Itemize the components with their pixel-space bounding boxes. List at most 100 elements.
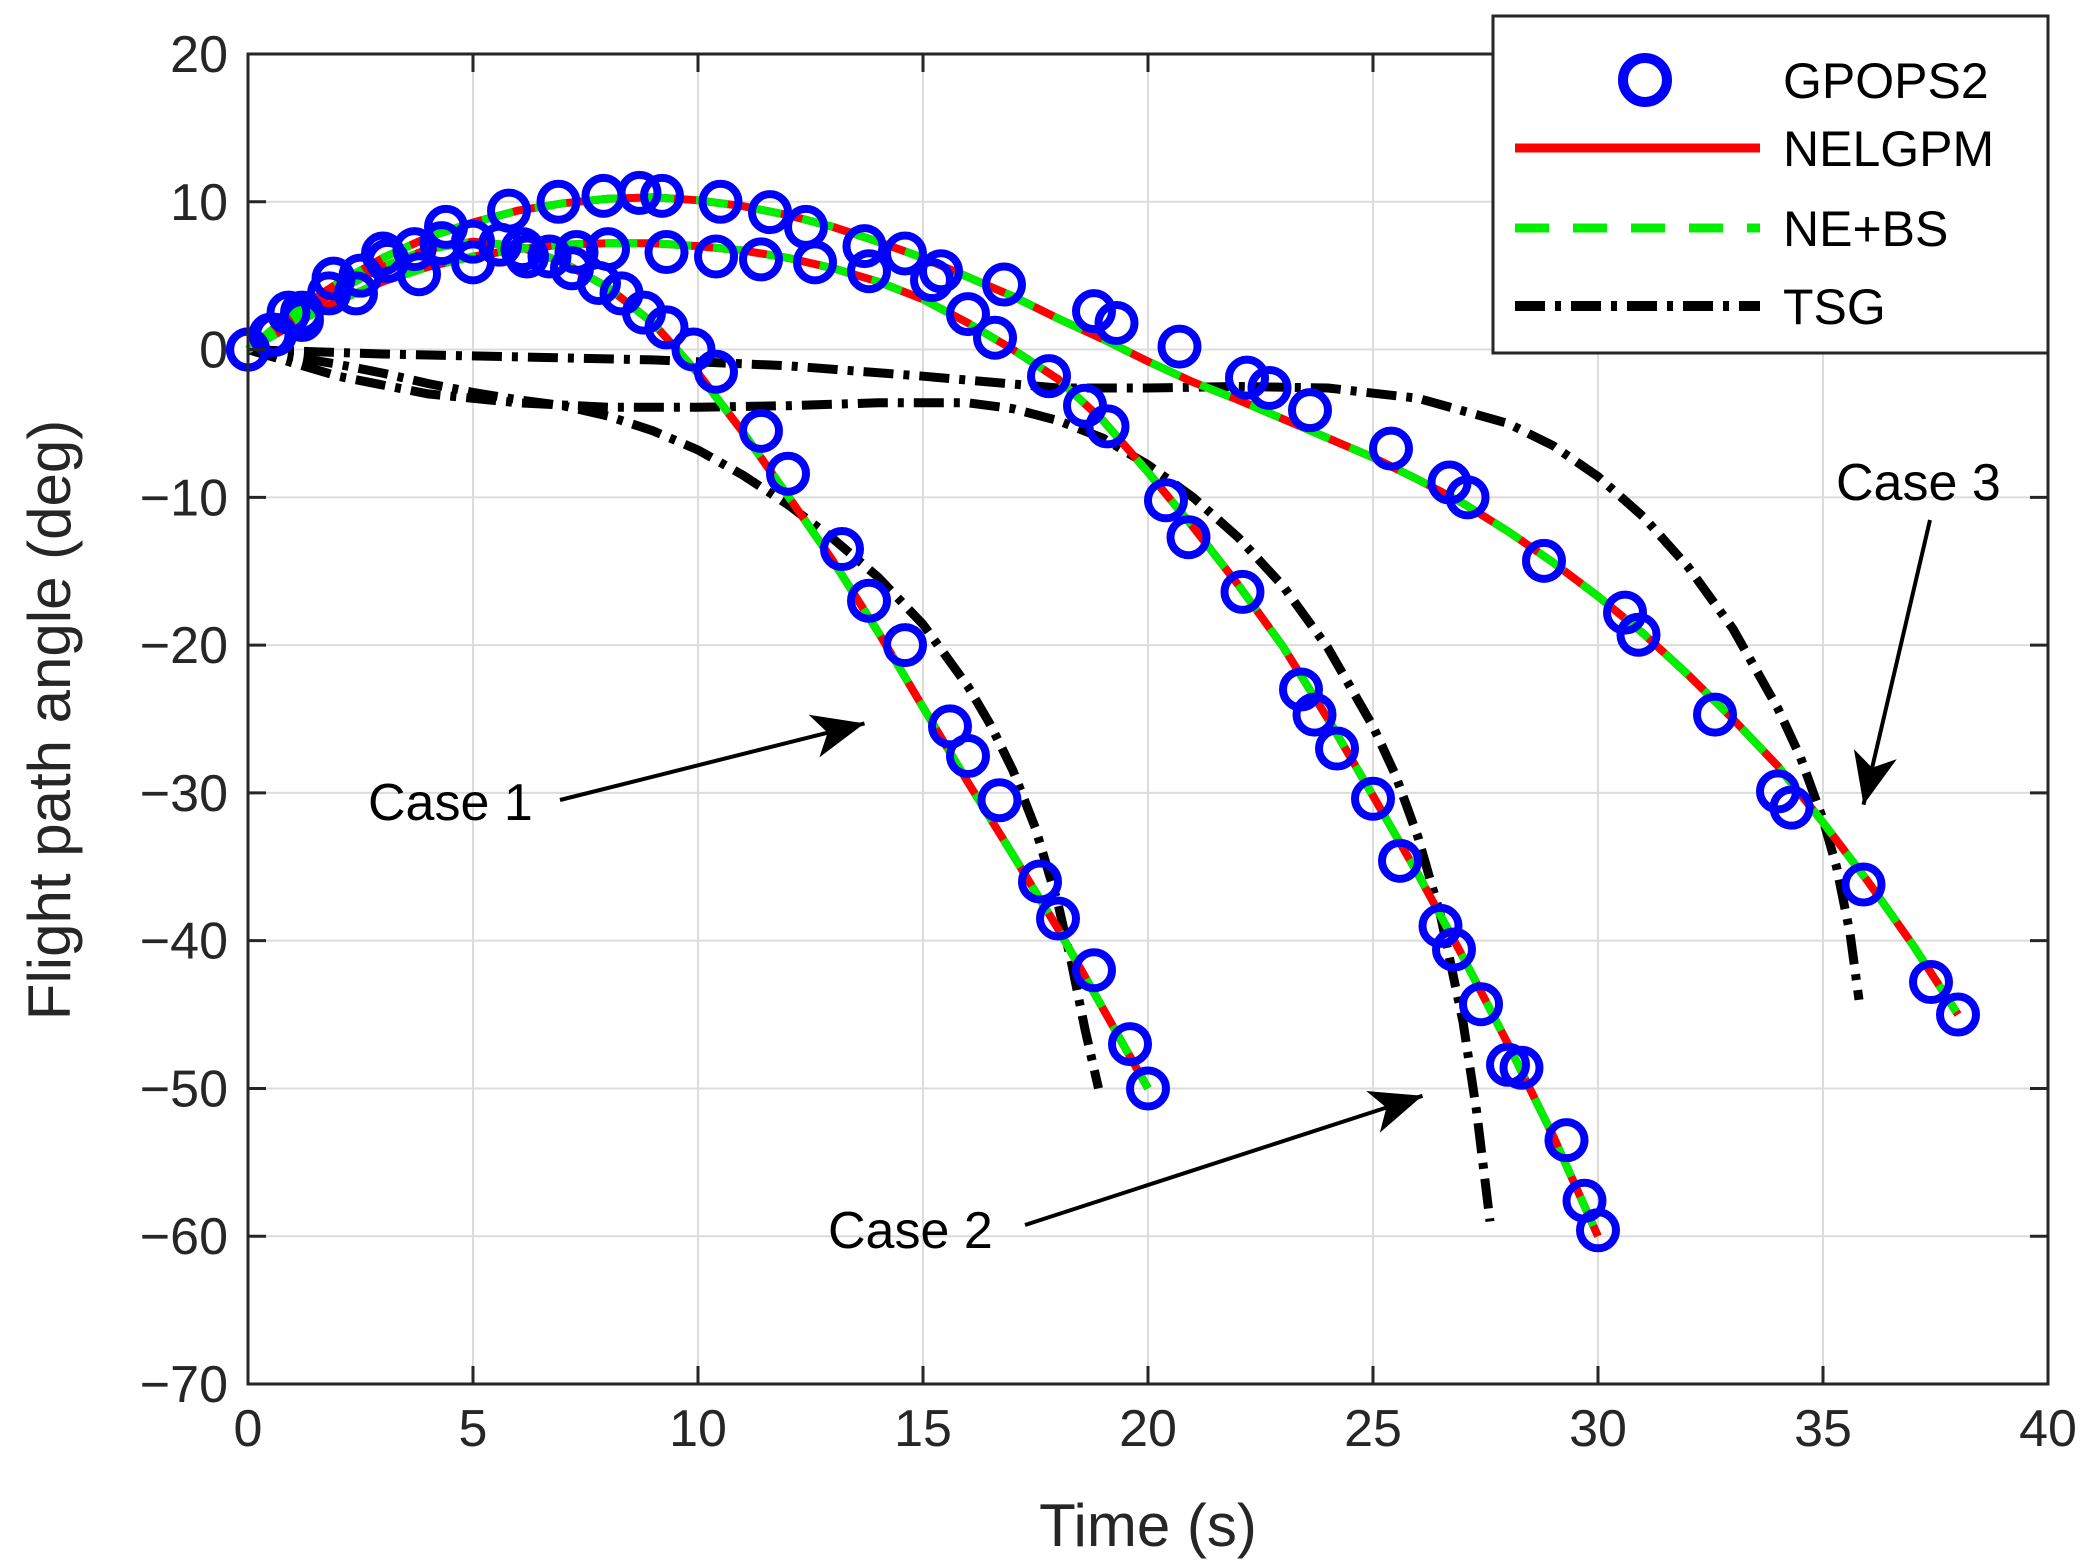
gpops2-point-case3 (536, 179, 581, 224)
gpops2-point-case2 (1499, 1045, 1544, 1090)
gpops2-point-case2 (1292, 692, 1337, 737)
annotation-case3: Case 3 (1836, 454, 2001, 512)
gpops2-point-case3 (311, 256, 356, 301)
tsg-line-case2 (246, 345, 1495, 1222)
annotations: Case 1 Case 2 Case 3 (368, 454, 2001, 1260)
gpops2-point-case1 (527, 234, 572, 279)
gpops2-point-case2 (1144, 478, 1188, 523)
gpops2-point-case3 (1072, 289, 1116, 334)
y-tick-label: −60 (140, 1208, 228, 1266)
x-axis-title: Time (s) (1039, 1492, 1257, 1559)
gpops2-point-case3 (982, 262, 1026, 307)
x-tick-label: 25 (1344, 1400, 1402, 1458)
x-tick-label: 15 (894, 1400, 952, 1458)
gpops2-point-case1 (1018, 859, 1062, 904)
gpops2-point-case3 (1094, 300, 1139, 345)
gpops2-point-case1 (1036, 896, 1080, 941)
x-tick-label: 20 (1119, 1400, 1177, 1458)
gpops2-point-case2 (554, 230, 599, 275)
gpops2-point-case2 (1544, 1118, 1589, 1163)
gpops2-point-case3 (1522, 538, 1566, 583)
gpops2-point-case2 (1378, 838, 1422, 883)
gpops2-point-case3 (361, 231, 405, 276)
tsg-line-case1 (247, 345, 1103, 1090)
gpops2-point-case2 (973, 315, 1017, 360)
gpops2-point-case3 (748, 190, 792, 235)
annotation-arrow-line (1861, 519, 1932, 806)
gpops2-point-case2 (1432, 927, 1476, 972)
gpops2-point-case3 (1288, 388, 1332, 433)
gpops2-point-case3 (487, 188, 531, 233)
legend-label-nelgpm: NELGPM (1783, 121, 1994, 177)
x-tick-labels: 0 5 10 15 20 25 30 35 40 (234, 1400, 2077, 1458)
gpops2-point-case3 (883, 231, 927, 276)
y-tick-label: 0 (199, 322, 228, 380)
y-axis-title: Flight path angle (deg) (16, 420, 83, 1020)
legend-label-tsg: TSG (1783, 279, 1886, 335)
gpops2-point-case2 (1315, 726, 1359, 771)
gpops2-point-case3 (1157, 324, 1202, 369)
gpops2-point-case2 (586, 227, 630, 272)
y-tick-label: 20 (170, 26, 228, 84)
gpops2-point-case3 (1841, 862, 1886, 907)
gpops2-point-case3 (1616, 612, 1661, 657)
gpops2-point-case3 (1225, 355, 1269, 400)
gpops2-point-case1 (820, 527, 864, 572)
y-tick-label: −30 (140, 765, 228, 823)
gpops2-point-case3 (640, 173, 684, 218)
annotation-case2: Case 2 (828, 1202, 993, 1260)
legend-label-gpops2: GPOPS2 (1783, 53, 1989, 109)
gpops2-point-case3 (1693, 692, 1737, 737)
gpops2-point-case1 (766, 451, 810, 496)
gpops2-point-case1 (671, 327, 716, 372)
gpops2-point-case1 (1126, 1066, 1170, 1111)
gpops2-point-case3 (919, 249, 963, 294)
gpops2-point-case1 (1108, 1022, 1152, 1067)
gpops2-point-case3 (842, 224, 887, 269)
y-tick-label: −10 (140, 469, 228, 527)
x-tick-label: 35 (1794, 1400, 1852, 1458)
gpops2-point-case3 (1369, 426, 1413, 471)
gpops2-point-case2 (1166, 515, 1211, 560)
gpops2-point-case1 (739, 408, 783, 453)
gpops2-point-case3 (784, 204, 828, 249)
gpops2-point-case1 (883, 623, 927, 668)
legend-label-nebs: NE+BS (1783, 201, 1948, 257)
gpops2-point-case3 (266, 290, 311, 335)
x-tick-label: 5 (459, 1400, 488, 1458)
x-tick-label: 0 (234, 1400, 263, 1458)
y-tick-label: −50 (140, 1060, 228, 1118)
gpops2-point-case1 (694, 349, 738, 394)
gpops2-point-case2 (946, 292, 990, 337)
tsg-layer (246, 345, 1864, 1222)
gpops2-point-case3 (1936, 992, 1980, 1037)
tsg-line-case3 (247, 345, 1864, 1001)
annotation-arrow-head (1366, 1091, 1423, 1133)
y-tick-labels: 20 10 0 −10 −20 −30 −40 −50 −60 −70 (140, 26, 228, 1414)
gpops2-point-case2 (644, 230, 689, 275)
gpops2-point-case2 (694, 234, 738, 279)
y-tick-label: 10 (170, 174, 228, 232)
gpops2-point-case1 (977, 778, 1022, 823)
gpops2-point-case2 (1220, 569, 1265, 614)
gpops2-point-case2 (1027, 354, 1071, 399)
x-tick-label: 10 (669, 1400, 727, 1458)
gpops2-point-case3 (698, 179, 743, 224)
gpops2-point-case2 (910, 258, 954, 303)
y-tick-label: −40 (140, 913, 228, 971)
gpops2-point-case1 (847, 578, 891, 623)
gpops2-point-case2 (1351, 776, 1395, 821)
gpops2-point-case3 (1769, 785, 1814, 830)
y-tick-label: −70 (140, 1356, 228, 1414)
gpops2-point-case3 (617, 170, 662, 215)
gpops2-point-case1 (946, 733, 990, 778)
annotation-arrow-line (1024, 1093, 1424, 1227)
annotation-arrow-head (1853, 749, 1897, 805)
gpops2-point-case2 (505, 234, 549, 279)
x-tick-label: 30 (1569, 1400, 1627, 1458)
legend-swatch-gpops2 (1618, 53, 1672, 107)
x-tick-label: 40 (2019, 1400, 2077, 1458)
gpops2-point-case2 (1576, 1208, 1620, 1253)
gpops2-point-case3 (424, 204, 468, 249)
